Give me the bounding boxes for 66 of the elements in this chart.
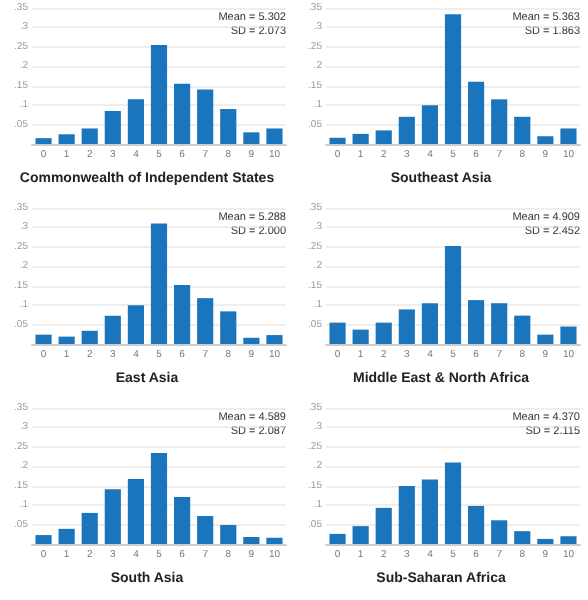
bar bbox=[398, 486, 415, 544]
bar bbox=[220, 109, 237, 144]
bar bbox=[58, 134, 75, 144]
bar bbox=[104, 110, 121, 144]
bar bbox=[220, 524, 237, 544]
bar bbox=[220, 311, 237, 344]
bar bbox=[104, 315, 121, 344]
bar bbox=[560, 536, 577, 544]
bar bbox=[197, 298, 214, 344]
bar bbox=[150, 453, 168, 544]
bar bbox=[421, 105, 438, 144]
bar bbox=[243, 537, 260, 544]
bar bbox=[421, 303, 438, 344]
bar bbox=[491, 99, 508, 144]
bar bbox=[174, 496, 191, 544]
bar bbox=[35, 535, 52, 544]
bar bbox=[444, 246, 462, 344]
bar bbox=[421, 479, 438, 544]
bar bbox=[174, 284, 191, 344]
bar bbox=[35, 334, 52, 344]
bar bbox=[444, 14, 462, 144]
bar bbox=[35, 138, 52, 144]
bar bbox=[514, 116, 531, 144]
bar bbox=[514, 531, 531, 544]
bar bbox=[352, 133, 369, 144]
bar bbox=[243, 132, 260, 144]
bar bbox=[329, 533, 346, 544]
bar bbox=[537, 136, 554, 144]
bar bbox=[127, 305, 144, 344]
bar bbox=[58, 528, 75, 544]
bar bbox=[537, 334, 554, 344]
bar bbox=[537, 538, 554, 544]
bar bbox=[127, 99, 144, 144]
bar bbox=[127, 479, 144, 544]
bar bbox=[491, 520, 508, 544]
bar bbox=[468, 81, 485, 144]
bar bbox=[81, 330, 98, 344]
bar bbox=[150, 44, 168, 144]
bar bbox=[398, 309, 415, 344]
bar bbox=[266, 128, 283, 144]
bar bbox=[352, 526, 369, 544]
bar bbox=[174, 83, 191, 144]
bar bbox=[104, 489, 121, 544]
bar bbox=[352, 329, 369, 344]
bar bbox=[398, 116, 415, 144]
bar bbox=[329, 137, 346, 144]
bar bbox=[491, 303, 508, 344]
bar bbox=[468, 300, 485, 344]
bar bbox=[197, 516, 214, 544]
bar bbox=[266, 335, 283, 344]
bar bbox=[81, 128, 98, 144]
bar bbox=[444, 462, 462, 544]
bar bbox=[266, 537, 283, 544]
bar bbox=[150, 223, 168, 344]
bar bbox=[560, 128, 577, 144]
bar bbox=[329, 322, 346, 344]
bar bbox=[243, 337, 260, 344]
bar bbox=[468, 505, 485, 544]
bar bbox=[375, 507, 392, 544]
bar bbox=[81, 512, 98, 544]
bar bbox=[375, 130, 392, 144]
bar bbox=[197, 89, 214, 144]
bar bbox=[375, 322, 392, 344]
bar bbox=[514, 315, 531, 344]
bar bbox=[58, 336, 75, 344]
bar bbox=[560, 326, 577, 344]
